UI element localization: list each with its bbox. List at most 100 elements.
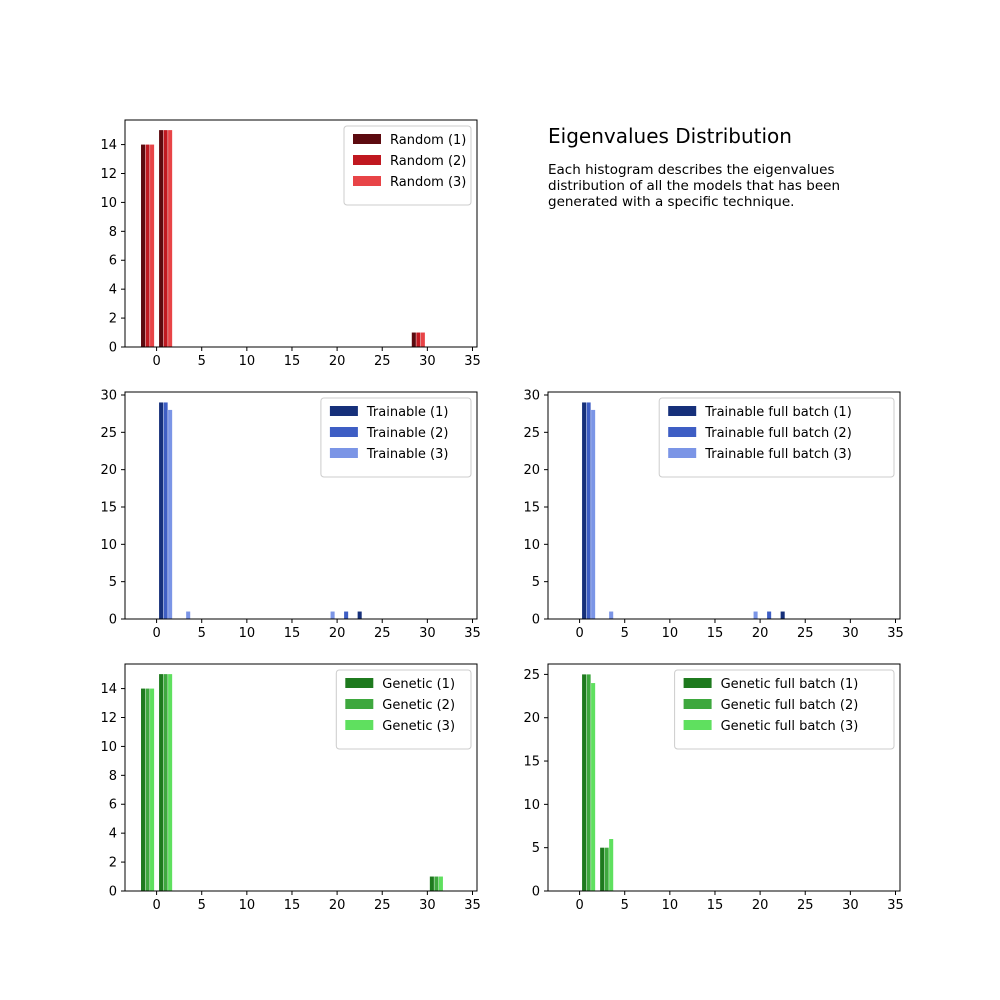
figure-title: Eigenvalues Distribution [548,124,792,148]
axes-frame [124,119,478,348]
legend-label: Trainable full batch (3) [704,447,852,462]
bar-random-s2-2 [416,332,421,347]
bar-genetic-s3-2 [438,876,443,891]
x-tick-label: 35 [464,898,481,913]
bar-random-s2-0 [145,144,150,347]
bar-genetic-full-batch-s2-1 [604,847,609,891]
bar-trainable-s1-1 [357,611,362,619]
x-tick-label: 35 [887,626,904,641]
legend-label: Genetic full batch (2) [721,698,859,713]
x-tick-label: 15 [284,898,301,913]
bar-genetic-s1-1 [159,674,164,891]
bar-genetic-s1-0 [141,688,146,891]
x-tick-label: 0 [152,898,160,913]
bar-genetic-s2-2 [434,876,439,891]
y-tick-label: 25 [523,426,540,441]
x-tick-label: 30 [419,898,436,913]
y-tick-label: 8 [109,769,117,784]
x-tick-label: 10 [662,626,679,641]
y-tick-label: 0 [109,613,117,628]
legend-label: Random (1) [390,133,466,148]
x-tick-label: 0 [575,626,583,641]
y-tick-label: 5 [532,575,540,590]
x-tick-label: 20 [752,626,769,641]
bar-genetic-s2-1 [163,674,168,891]
bar-random-s3-0 [150,144,155,347]
y-tick-label: 10 [100,740,117,755]
legend-swatch [329,427,358,437]
x-tick-label: 20 [329,354,346,369]
y-tick-label: 2 [109,312,117,327]
y-tick-label: 5 [109,575,117,590]
x-tick-label: 20 [752,898,769,913]
legend-label: Random (3) [390,175,466,190]
legend-swatch [683,678,712,688]
bar-random-s1-2 [411,332,416,347]
y-tick-label: 15 [523,755,540,770]
bar-trainable-s3-0 [168,409,173,619]
legend-swatch [668,406,697,416]
legend-swatch [353,134,381,144]
bar-trainable-full-batch-s1-1 [780,611,785,619]
bar-trainable-s3-1 [186,611,191,619]
x-tick-label: 25 [797,898,814,913]
bar-genetic-full-batch-s1-1 [600,847,605,891]
bar-trainable-s2-0 [163,402,168,619]
x-tick-label: 5 [198,626,206,641]
y-tick-label: 4 [109,827,117,842]
legend-label: Genetic full batch (1) [721,677,859,692]
legend-swatch [345,678,374,688]
bar-trainable-full-batch-s2-0 [586,402,591,619]
y-tick-label: 15 [100,500,117,515]
bar-genetic-s2-0 [145,688,150,891]
legend-label: Trainable full batch (1) [704,405,852,420]
x-tick-label: 30 [419,354,436,369]
bar-random-s1-0 [141,144,146,347]
y-tick-label: 10 [100,196,117,211]
y-tick-label: 14 [100,138,117,153]
legend-label: Random (2) [390,154,466,169]
legend-label: Trainable (3) [366,447,449,462]
y-tick-label: 0 [109,885,117,900]
x-tick-label: 15 [707,626,724,641]
legend-label: Trainable (2) [366,426,449,441]
x-tick-label: 25 [374,898,391,913]
legend-label: Genetic full batch (3) [721,719,859,734]
x-tick-label: 20 [329,626,346,641]
y-tick-label: 30 [523,388,540,403]
bar-random-s3-2 [420,332,425,347]
x-tick-label: 5 [621,898,629,913]
y-tick-label: 14 [100,682,117,697]
chart-trainable-full-batch: 0 5 10 15 20 25 30 35 0 5 10 15 20 25 30 Trainable full… [523,388,903,641]
y-tick-label: 12 [100,167,117,182]
axes-frame [124,663,478,892]
legend-label: Genetic (2) [382,698,455,713]
bar-genetic-full-batch-s3-0 [591,683,596,891]
x-tick-label: 15 [707,898,724,913]
y-tick-label: 10 [523,538,540,553]
x-tick-label: 10 [239,898,256,913]
y-tick-label: 30 [100,388,117,403]
x-tick-label: 10 [239,354,256,369]
legend-swatch [345,720,374,730]
legend-swatch [353,176,381,186]
y-tick-label: 6 [109,798,117,813]
bar-genetic-full-batch-s1-0 [582,674,587,891]
legend-box [658,397,895,478]
x-tick-label: 35 [464,354,481,369]
y-tick-label: 20 [100,463,117,478]
bar-genetic-s3-1 [168,674,173,891]
legend: Genetic full batch (1) Genetic full batch… [674,669,895,750]
legend-swatch [668,427,697,437]
x-tick-label: 5 [198,898,206,913]
legend-swatch [345,699,374,709]
x-tick-label: 25 [374,626,391,641]
bar-genetic-s1-2 [429,876,434,891]
x-tick-label: 15 [284,354,301,369]
x-tick-label: 0 [575,898,583,913]
y-tick-label: 2 [109,856,117,871]
legend: Random (1) Random (2) Random (3) [343,125,472,206]
bar-trainable-s3-2 [330,611,335,619]
